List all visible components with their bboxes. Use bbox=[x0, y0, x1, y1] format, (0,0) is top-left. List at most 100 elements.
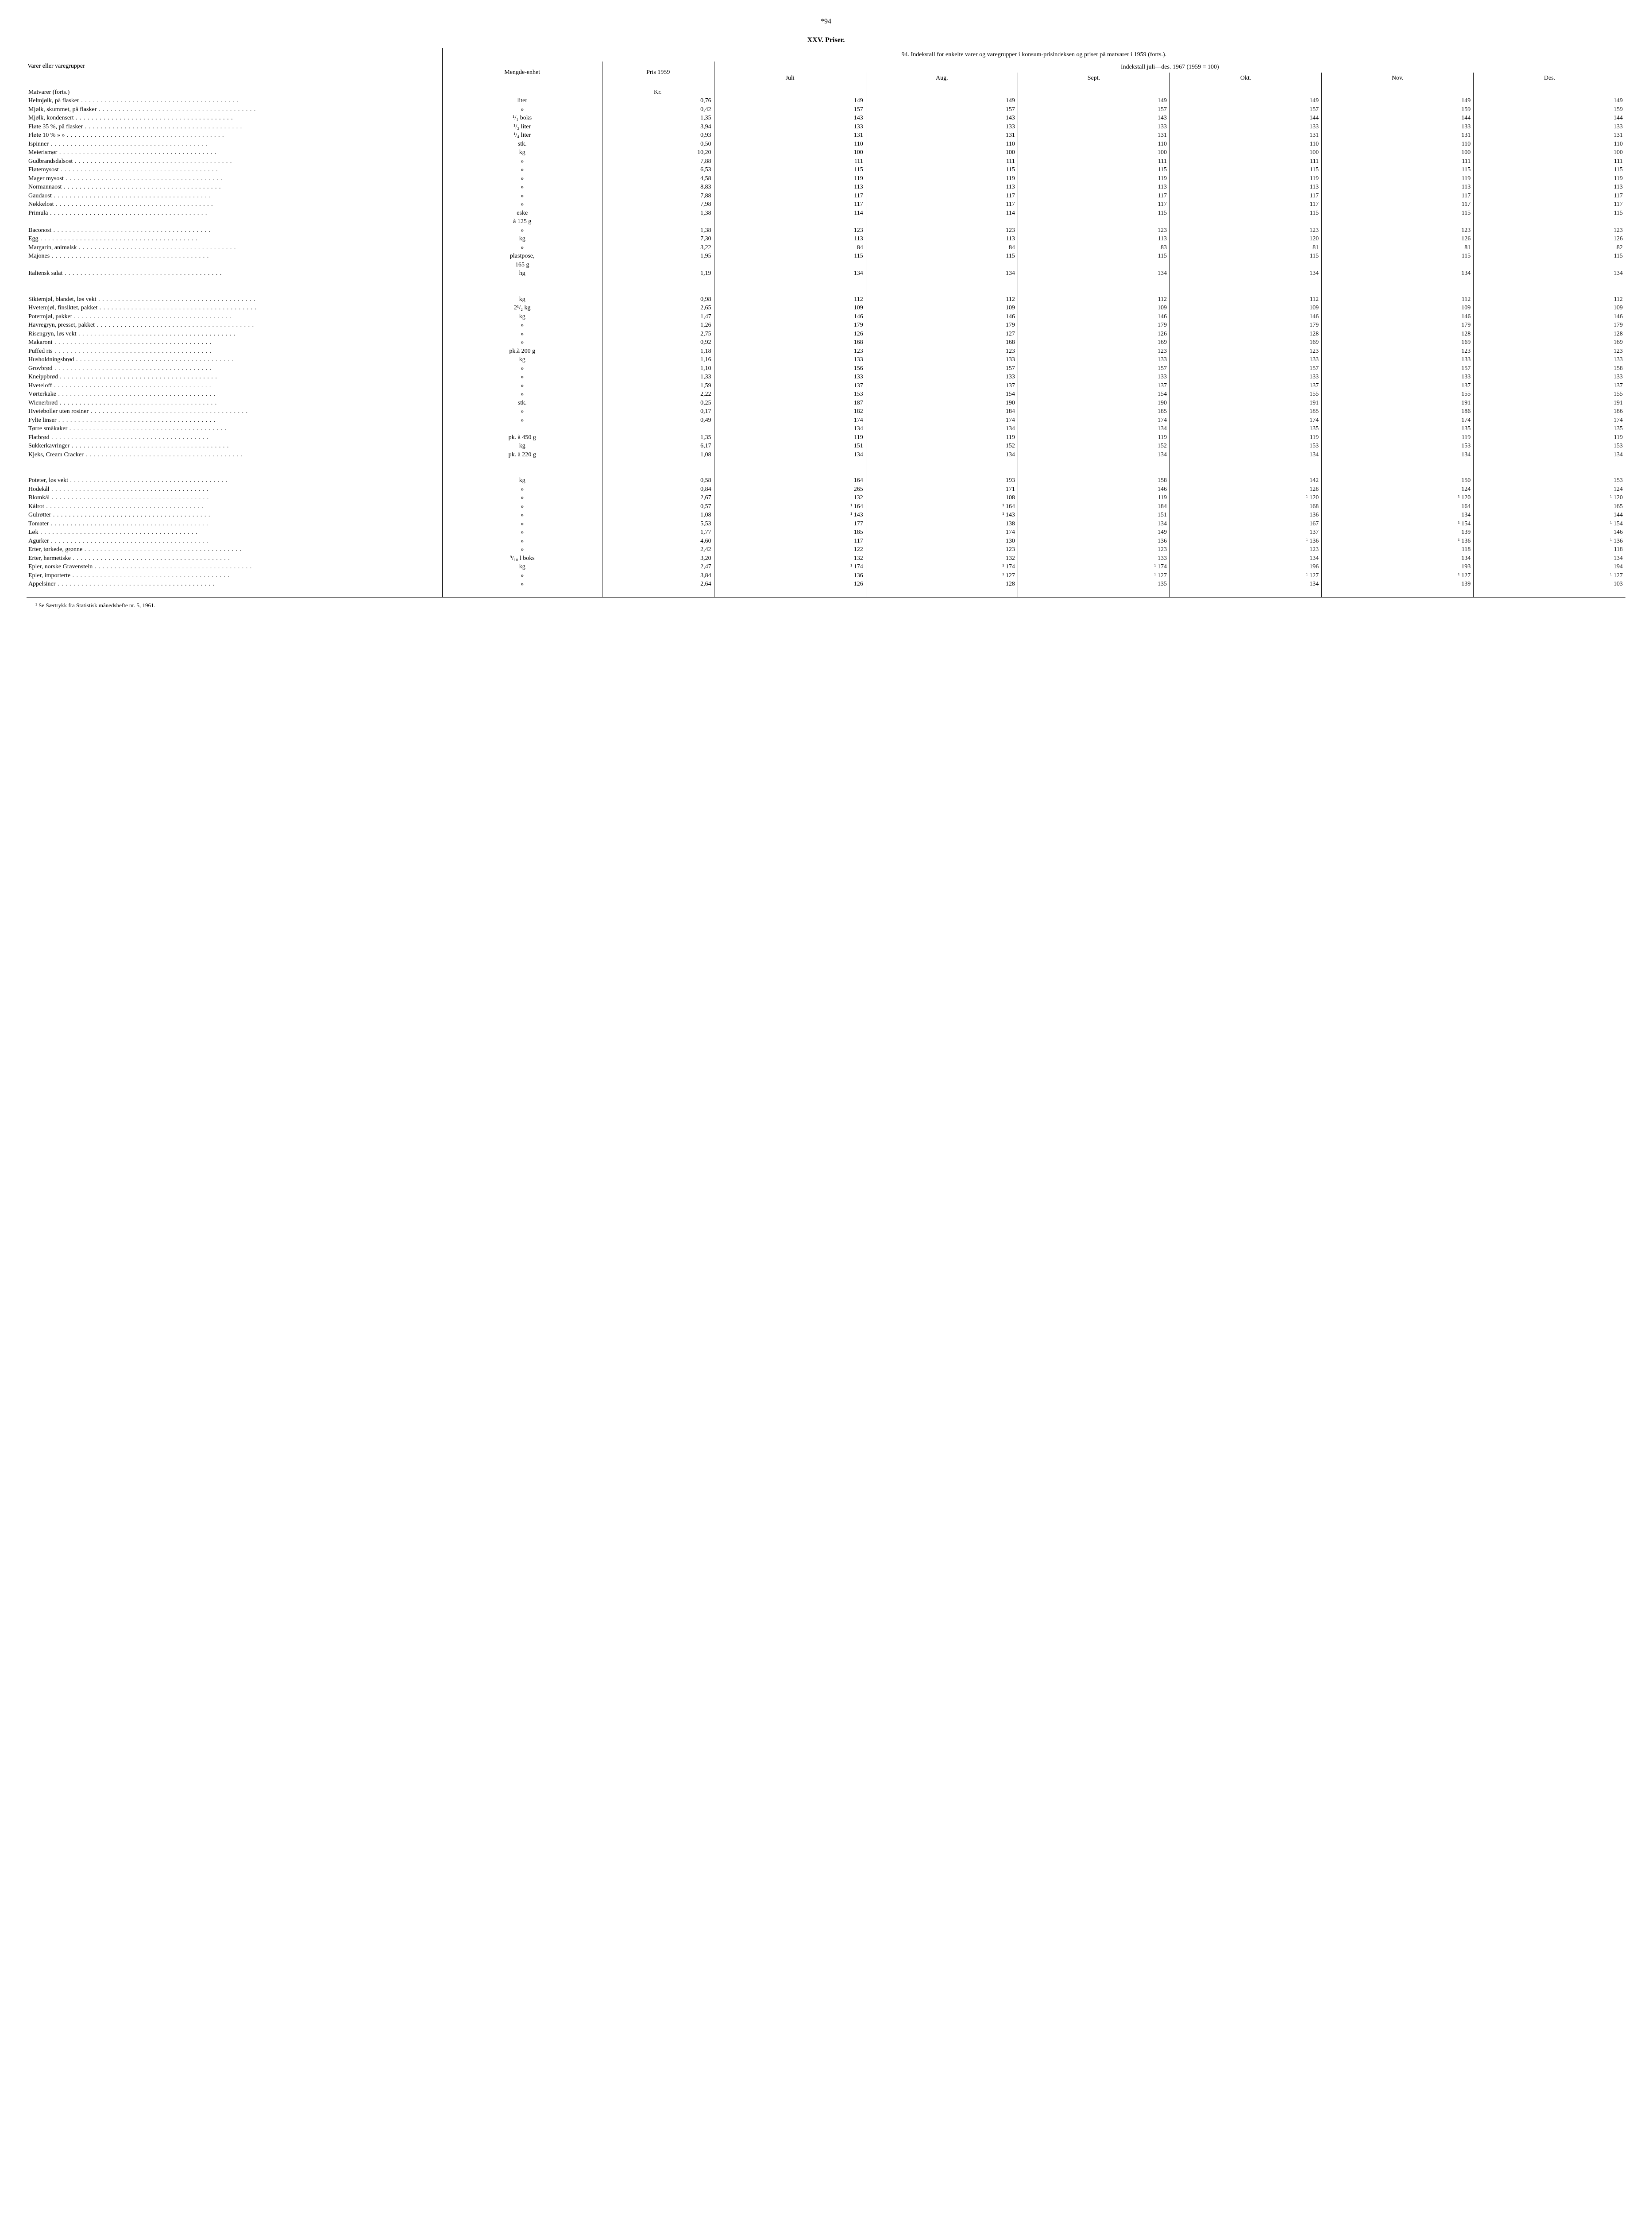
index-cell: 115 bbox=[1170, 209, 1322, 218]
index-cell: 112 bbox=[866, 295, 1018, 304]
unit-cell: » bbox=[442, 183, 602, 192]
price-cell: 0,50 bbox=[602, 140, 714, 149]
index-cell: 149 bbox=[866, 96, 1018, 105]
index-cell: 115 bbox=[1474, 209, 1625, 218]
price-cell: 0,98 bbox=[602, 295, 714, 304]
index-cell: 184 bbox=[866, 407, 1018, 416]
index-cell: 117 bbox=[1474, 200, 1625, 209]
index-cell: 134 bbox=[1322, 511, 1474, 520]
price-cell: 3,22 bbox=[602, 243, 714, 252]
item-label: Fløte 35 %, på flasker bbox=[27, 123, 442, 131]
index-cell: 133 bbox=[714, 373, 866, 382]
index-cell: ¹ 136 bbox=[1170, 537, 1322, 546]
index-cell: 149 bbox=[1474, 96, 1625, 105]
index-cell: 112 bbox=[714, 295, 866, 304]
index-cell: 117 bbox=[714, 537, 866, 546]
index-cell: 133 bbox=[866, 355, 1018, 364]
index-cell: 191 bbox=[1474, 399, 1625, 408]
index-cell: 168 bbox=[866, 338, 1018, 347]
index-cell: 112 bbox=[1322, 295, 1474, 304]
item-label: Normannaost bbox=[27, 183, 442, 192]
index-cell: 109 bbox=[714, 304, 866, 312]
price-cell: 5,53 bbox=[602, 520, 714, 528]
index-cell: 142 bbox=[1170, 476, 1322, 485]
index-cell: 123 bbox=[1018, 226, 1170, 235]
index-cell: 143 bbox=[866, 114, 1018, 123]
index-cell: 139 bbox=[1322, 580, 1474, 589]
item-label: Havregryn, presset, pakket bbox=[27, 321, 442, 330]
col-header-month: Okt. bbox=[1170, 73, 1322, 84]
unit-cell: » bbox=[442, 338, 602, 347]
price-cell: 1,77 bbox=[602, 528, 714, 537]
index-cell: 174 bbox=[866, 416, 1018, 425]
unit-cell: » bbox=[442, 520, 602, 528]
index-cell: ¹ 127 bbox=[1474, 571, 1625, 580]
index-cell: 123 bbox=[1170, 226, 1322, 235]
index-cell: 117 bbox=[1322, 200, 1474, 209]
index-cell: 119 bbox=[1018, 174, 1170, 183]
index-cell: 133 bbox=[1322, 355, 1474, 364]
index-cell: 110 bbox=[866, 140, 1018, 149]
index-cell: 114 bbox=[866, 209, 1018, 218]
item-label: Tomater bbox=[27, 520, 442, 528]
unit-cell: kg bbox=[442, 476, 602, 485]
index-cell: 174 bbox=[1322, 416, 1474, 425]
index-cell: 134 bbox=[1018, 269, 1170, 278]
price-cell bbox=[602, 424, 714, 433]
index-cell: 179 bbox=[714, 321, 866, 330]
price-cell: 0,93 bbox=[602, 131, 714, 140]
index-cell: 185 bbox=[1170, 407, 1322, 416]
index-cell: 134 bbox=[1018, 520, 1170, 528]
item-label: Risengryn, løs vekt bbox=[27, 330, 442, 339]
index-cell: 134 bbox=[1170, 269, 1322, 278]
index-cell: 143 bbox=[1018, 114, 1170, 123]
index-cell: 137 bbox=[866, 382, 1018, 390]
price-cell: 0,57 bbox=[602, 502, 714, 511]
unit-cell: » bbox=[442, 493, 602, 502]
index-cell: 174 bbox=[1018, 416, 1170, 425]
index-cell: 123 bbox=[1018, 347, 1170, 356]
index-cell: 136 bbox=[1170, 511, 1322, 520]
index-cell: 146 bbox=[1474, 528, 1625, 537]
index-cell: 132 bbox=[714, 554, 866, 563]
item-label: Italiensk salat bbox=[27, 269, 442, 278]
index-cell: 144 bbox=[1474, 511, 1625, 520]
index-cell: 128 bbox=[1474, 330, 1625, 339]
index-cell: 111 bbox=[866, 157, 1018, 166]
item-label: Wienerbrød bbox=[27, 399, 442, 408]
index-cell: 151 bbox=[714, 442, 866, 451]
index-cell: ¹ 154 bbox=[1322, 520, 1474, 528]
index-cell: 133 bbox=[1322, 373, 1474, 382]
col-header-month: Nov. bbox=[1322, 73, 1474, 84]
index-cell: 190 bbox=[1018, 399, 1170, 408]
index-cell: 149 bbox=[714, 96, 866, 105]
index-cell: 115 bbox=[714, 252, 866, 261]
index-cell: 136 bbox=[1018, 537, 1170, 546]
index-cell: 157 bbox=[1322, 364, 1474, 373]
index-cell: 146 bbox=[1170, 312, 1322, 321]
unit-cell: » bbox=[442, 226, 602, 235]
item-label: Grovbrød bbox=[27, 364, 442, 373]
index-cell: 126 bbox=[1322, 235, 1474, 243]
unit-cell: » bbox=[442, 571, 602, 580]
index-cell: 133 bbox=[1018, 554, 1170, 563]
index-cell: 127 bbox=[866, 330, 1018, 339]
index-cell: 134 bbox=[1018, 451, 1170, 459]
index-cell: ¹ 164 bbox=[866, 502, 1018, 511]
index-cell: 113 bbox=[1018, 235, 1170, 243]
index-cell: 146 bbox=[1322, 312, 1474, 321]
index-cell: 146 bbox=[1018, 312, 1170, 321]
index-cell: 133 bbox=[866, 123, 1018, 131]
index-cell: 144 bbox=[1170, 114, 1322, 123]
unit-cell: stk. bbox=[442, 140, 602, 149]
index-cell: 123 bbox=[1322, 347, 1474, 356]
price-cell: 0,25 bbox=[602, 399, 714, 408]
index-cell: 113 bbox=[1170, 183, 1322, 192]
index-cell: 164 bbox=[1322, 502, 1474, 511]
index-cell: 131 bbox=[1322, 131, 1474, 140]
item-label: Erter, hermetiske bbox=[27, 554, 442, 563]
index-cell: 153 bbox=[1474, 476, 1625, 485]
price-cell: 4,58 bbox=[602, 174, 714, 183]
index-cell: ¹ 174 bbox=[1018, 563, 1170, 571]
price-cell: 1,18 bbox=[602, 347, 714, 356]
